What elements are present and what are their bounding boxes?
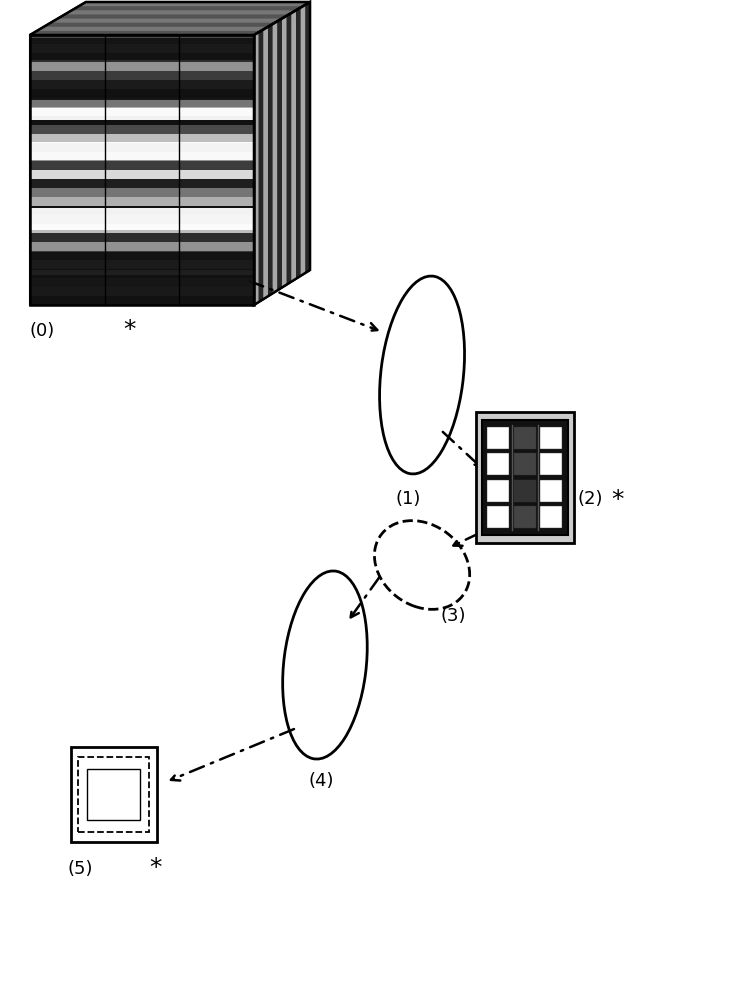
- Polygon shape: [30, 208, 254, 230]
- Bar: [514, 453, 536, 475]
- Bar: [487, 506, 509, 528]
- Polygon shape: [277, 18, 282, 290]
- Polygon shape: [30, 260, 254, 269]
- Bar: [540, 453, 562, 475]
- Polygon shape: [30, 134, 254, 143]
- Polygon shape: [51, 18, 282, 23]
- Polygon shape: [306, 2, 310, 273]
- Bar: [482, 420, 568, 535]
- Polygon shape: [30, 278, 254, 287]
- Polygon shape: [296, 8, 300, 279]
- Polygon shape: [30, 287, 254, 296]
- Bar: [514, 506, 536, 528]
- Polygon shape: [30, 35, 254, 305]
- Polygon shape: [30, 224, 254, 233]
- Bar: [540, 506, 562, 528]
- Text: *: *: [611, 488, 624, 512]
- Polygon shape: [254, 2, 310, 305]
- Bar: [87, 769, 140, 820]
- Polygon shape: [30, 170, 254, 179]
- Bar: [71, 747, 157, 842]
- Bar: [487, 427, 509, 449]
- Polygon shape: [282, 16, 287, 288]
- Polygon shape: [30, 35, 254, 44]
- Polygon shape: [30, 252, 254, 270]
- Polygon shape: [258, 30, 264, 302]
- Polygon shape: [30, 215, 254, 224]
- Text: *: *: [123, 318, 136, 342]
- Bar: [540, 427, 562, 449]
- Polygon shape: [30, 53, 254, 62]
- Polygon shape: [291, 10, 296, 282]
- Bar: [514, 480, 536, 502]
- Polygon shape: [30, 31, 261, 35]
- Polygon shape: [30, 296, 254, 305]
- Bar: [540, 480, 562, 502]
- Polygon shape: [30, 152, 254, 161]
- Polygon shape: [30, 71, 254, 80]
- Polygon shape: [30, 142, 254, 160]
- Polygon shape: [30, 62, 254, 71]
- Text: (3): (3): [441, 607, 466, 625]
- Polygon shape: [30, 80, 254, 89]
- Polygon shape: [30, 161, 254, 170]
- Polygon shape: [65, 10, 296, 14]
- Polygon shape: [30, 98, 254, 107]
- Polygon shape: [287, 13, 291, 285]
- Text: (2): (2): [577, 490, 603, 508]
- Bar: [487, 453, 509, 475]
- Bar: [78, 757, 149, 832]
- Polygon shape: [30, 197, 254, 206]
- Polygon shape: [30, 251, 254, 260]
- Polygon shape: [268, 24, 273, 296]
- Bar: [514, 427, 536, 449]
- Bar: [476, 412, 574, 543]
- Polygon shape: [30, 116, 254, 125]
- Polygon shape: [30, 108, 254, 120]
- Polygon shape: [30, 38, 254, 60]
- Polygon shape: [254, 32, 258, 305]
- Polygon shape: [30, 275, 254, 300]
- Polygon shape: [30, 2, 310, 35]
- Polygon shape: [30, 89, 254, 98]
- Polygon shape: [264, 27, 268, 299]
- Text: (1): (1): [396, 490, 421, 508]
- Polygon shape: [30, 233, 254, 242]
- Text: (5): (5): [67, 860, 93, 878]
- Text: (0): (0): [30, 322, 55, 340]
- Bar: [487, 480, 509, 502]
- Polygon shape: [79, 2, 310, 6]
- Polygon shape: [30, 44, 254, 53]
- Polygon shape: [30, 179, 254, 188]
- Polygon shape: [30, 242, 254, 251]
- Polygon shape: [30, 269, 254, 278]
- Text: (4): (4): [309, 772, 334, 790]
- Polygon shape: [30, 206, 254, 215]
- Polygon shape: [30, 143, 254, 152]
- Polygon shape: [30, 80, 254, 100]
- Polygon shape: [37, 27, 268, 31]
- Polygon shape: [58, 14, 289, 18]
- Polygon shape: [30, 188, 254, 197]
- Polygon shape: [273, 21, 277, 293]
- Polygon shape: [300, 5, 306, 276]
- Text: *: *: [149, 856, 162, 880]
- Polygon shape: [30, 107, 254, 116]
- Polygon shape: [44, 23, 275, 27]
- Polygon shape: [30, 125, 254, 134]
- Polygon shape: [72, 6, 303, 10]
